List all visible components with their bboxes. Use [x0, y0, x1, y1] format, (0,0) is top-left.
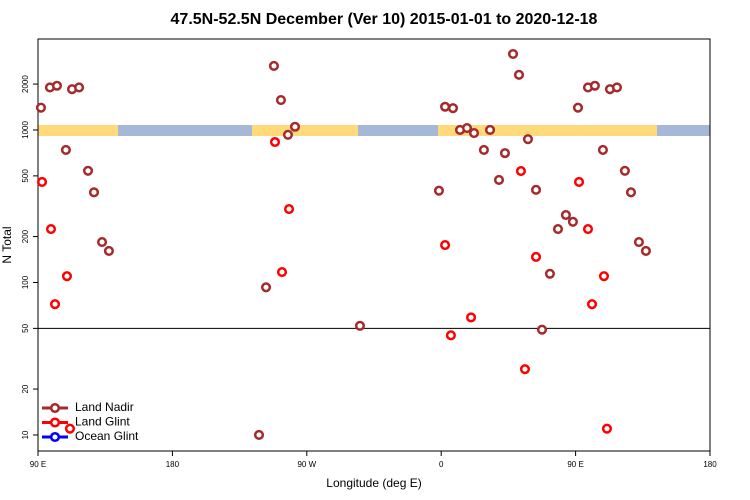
point	[493, 174, 505, 186]
point	[601, 423, 613, 434]
ocean-segment	[118, 125, 252, 136]
point	[82, 165, 94, 176]
point	[507, 48, 519, 60]
y-tick-label: 100	[21, 275, 30, 289]
point	[440, 239, 451, 251]
point	[597, 144, 608, 155]
legend-marker	[49, 417, 61, 428]
point	[268, 60, 279, 71]
point	[625, 187, 637, 198]
point	[447, 103, 459, 114]
point	[60, 144, 71, 155]
x-tick-label: 90 E	[30, 460, 46, 469]
point	[478, 144, 489, 155]
plot-frame	[37, 38, 711, 452]
x-tick-label: 90 E	[567, 460, 583, 469]
legend-label: Land Glint	[75, 415, 130, 429]
x-tick-label: 0	[439, 460, 444, 469]
point	[582, 224, 594, 235]
land-segment	[252, 125, 358, 136]
point	[619, 165, 630, 176]
point	[103, 245, 114, 256]
y-tick-label: 500	[21, 169, 30, 183]
point	[640, 245, 651, 256]
point	[469, 127, 480, 139]
point	[536, 324, 548, 335]
land-segment	[438, 125, 657, 136]
point	[519, 364, 531, 375]
point	[499, 148, 511, 159]
point	[35, 102, 47, 113]
point	[515, 165, 526, 177]
point	[253, 429, 265, 441]
point	[61, 271, 73, 282]
point	[354, 320, 366, 331]
chart-title: 47.5N-52.5N December (Ver 10) 2015-01-01…	[171, 11, 598, 28]
y-tick-label: 10	[21, 430, 30, 439]
ocean-segment	[358, 125, 438, 136]
land-ocean-band	[38, 125, 710, 136]
legend-marker	[49, 431, 61, 443]
legend-label: Land Nadir	[75, 400, 134, 414]
point	[461, 122, 473, 134]
point	[560, 209, 571, 221]
y-tick-label: 2000	[21, 75, 30, 93]
point	[289, 121, 301, 132]
land-segment	[38, 125, 118, 136]
point	[64, 423, 76, 434]
point	[544, 268, 555, 279]
point	[522, 134, 534, 145]
point	[74, 82, 85, 93]
legend-marker	[49, 402, 61, 414]
x-axis-title: Longitude (deg E)	[326, 476, 421, 490]
point	[598, 271, 610, 282]
y-tick-label: 50	[21, 323, 30, 332]
point	[586, 299, 598, 310]
x-tick-label: 180	[166, 460, 180, 469]
point	[282, 129, 294, 140]
point	[445, 330, 456, 341]
point	[275, 95, 287, 106]
point	[51, 80, 63, 91]
point	[97, 237, 108, 248]
point	[466, 312, 477, 323]
point	[573, 176, 585, 188]
point	[88, 187, 100, 198]
point	[513, 69, 525, 80]
y-axis-title: N Total	[0, 226, 14, 263]
point	[440, 101, 451, 112]
point	[611, 82, 623, 93]
point	[49, 299, 61, 310]
point	[45, 224, 57, 235]
point	[589, 80, 600, 91]
ocean-segment	[657, 125, 710, 136]
point	[530, 251, 542, 263]
point	[633, 237, 644, 248]
x-tick-label: 90 W	[297, 460, 316, 469]
point	[552, 224, 564, 235]
point	[433, 185, 445, 196]
y-tick-label: 1000	[21, 121, 30, 139]
point	[572, 102, 584, 113]
y-tick-label: 20	[21, 384, 30, 393]
point	[260, 282, 272, 293]
x-tick-label: 180	[703, 460, 717, 469]
y-tick-label: 200	[21, 229, 30, 243]
point	[567, 216, 578, 227]
point	[530, 184, 542, 195]
point	[36, 176, 48, 188]
legend-label: Ocean Glint	[75, 429, 139, 443]
point	[269, 136, 281, 148]
point	[484, 124, 496, 136]
point	[276, 267, 288, 278]
point	[283, 204, 295, 215]
